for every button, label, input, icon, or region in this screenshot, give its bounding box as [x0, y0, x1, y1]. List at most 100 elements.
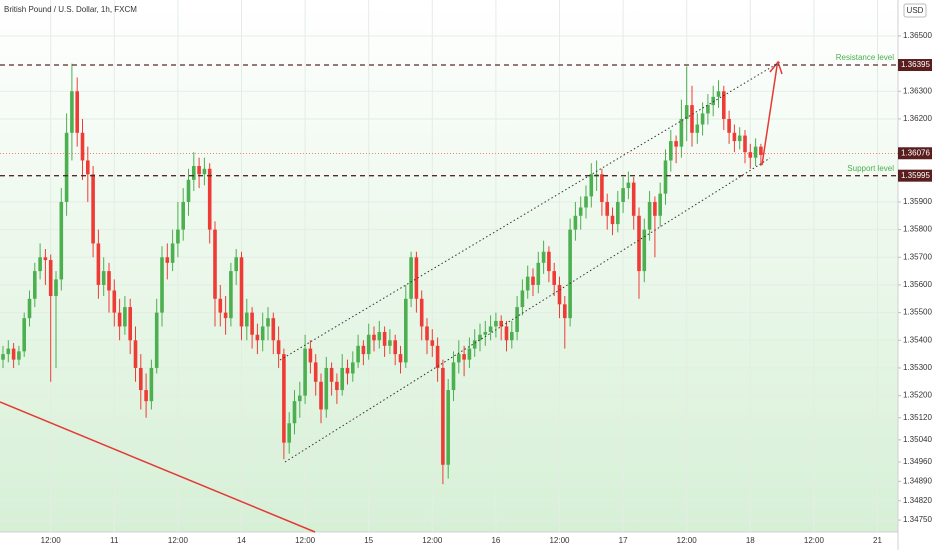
candle-body — [160, 257, 164, 313]
candle-body — [101, 271, 106, 285]
x-tick-label: 14 — [237, 536, 246, 545]
candle-body — [684, 105, 689, 119]
candle-body — [319, 381, 323, 410]
candle-body — [70, 91, 74, 133]
candle-body — [250, 312, 254, 335]
candle-body — [239, 257, 244, 327]
candle-body — [292, 401, 297, 424]
candle-body — [520, 290, 525, 308]
currency-label: USD — [907, 6, 924, 15]
candle-body — [366, 334, 371, 355]
candle-body — [276, 340, 281, 355]
candle-body — [563, 304, 567, 319]
candle-body — [11, 348, 16, 360]
candle-body — [154, 312, 159, 368]
candle-body — [467, 348, 472, 360]
candle-body — [435, 345, 440, 368]
candle-body — [86, 160, 90, 175]
candle-body — [663, 160, 668, 194]
x-tick-label: 12:00 — [422, 536, 443, 545]
level-label: Support level — [847, 164, 894, 173]
candle-body — [626, 182, 631, 189]
y-tick-label: 1.34820 — [903, 496, 932, 505]
candle-body — [722, 91, 726, 119]
last-price-label: 1.36076 — [901, 148, 930, 157]
candle-body — [504, 326, 509, 341]
level-price-box — [898, 59, 932, 72]
candle-body — [494, 320, 498, 327]
candle-body — [80, 132, 85, 161]
y-tick-label: 1.36500 — [903, 31, 932, 40]
candle-body — [255, 334, 260, 341]
candle-body — [377, 331, 382, 341]
currency-badge[interactable] — [903, 3, 927, 18]
y-tick-label: 1.35500 — [903, 308, 932, 317]
y-tick-label: 1.35300 — [903, 363, 932, 372]
candle-body — [382, 331, 387, 346]
candle-body — [223, 312, 228, 319]
candle-body — [647, 201, 652, 230]
candle-body — [128, 307, 132, 341]
x-tick-label: 12:00 — [677, 536, 698, 545]
candle-body — [552, 271, 556, 285]
y-tick-label: 1.35200 — [903, 391, 932, 400]
candle-body — [207, 168, 212, 230]
candle-body — [388, 340, 392, 346]
candle-body — [573, 215, 578, 230]
candle-body — [91, 174, 95, 244]
last-price-box — [898, 147, 932, 160]
candle-body — [631, 182, 636, 216]
y-tick-label: 1.35400 — [903, 335, 932, 344]
candle-body — [197, 165, 201, 175]
candle-body — [43, 257, 48, 261]
candle-body — [621, 188, 625, 202]
candle-body — [181, 201, 185, 230]
x-tick-label: 11 — [110, 536, 119, 545]
candle-body — [515, 307, 519, 332]
x-tick-label: 12:00 — [804, 536, 825, 545]
candle-body — [637, 215, 641, 272]
candle-body — [22, 318, 26, 352]
candle-body — [245, 312, 249, 327]
candle-body — [186, 179, 191, 202]
candle-body — [192, 165, 196, 180]
candle-body — [616, 201, 620, 225]
candle-body — [345, 367, 350, 374]
x-tick-label: 21 — [873, 536, 882, 545]
candle-body — [218, 298, 223, 313]
candle-body — [605, 201, 609, 216]
candle-body — [133, 340, 138, 368]
x-tick-label: 12:00 — [295, 536, 316, 545]
candle-body — [525, 276, 530, 291]
candle-body — [48, 260, 53, 297]
candle-body — [329, 367, 334, 382]
y-tick-label: 1.35800 — [903, 225, 932, 234]
candle-body — [568, 229, 572, 319]
candle-body — [117, 312, 122, 327]
candle-body — [1, 354, 5, 360]
candle-body — [642, 229, 647, 272]
x-tick-label: 12:00 — [549, 536, 570, 545]
candle-body — [759, 146, 763, 155]
y-tick-label: 1.35600 — [903, 280, 932, 289]
channel-lower — [284, 157, 771, 463]
candle-body — [361, 345, 366, 355]
candle-body — [457, 354, 461, 363]
level-price-box — [898, 169, 932, 182]
candle-body — [531, 276, 535, 285]
y-tick-label: 1.34960 — [903, 457, 932, 466]
candles — [1, 63, 763, 485]
levels: Resistance level 1.36395 Support level 1.35… — [0, 53, 932, 182]
candle-body — [123, 307, 127, 327]
candle-body — [451, 362, 456, 391]
price-axis-background — [898, 0, 932, 550]
candle-body — [610, 215, 615, 225]
candle-body — [144, 390, 148, 402]
projection-arrow — [761, 65, 778, 166]
candle-body — [59, 201, 64, 280]
candle-body — [589, 174, 594, 197]
x-tick-label: 12:00 — [168, 536, 189, 545]
candle-body — [340, 367, 344, 391]
candle-body — [96, 243, 101, 285]
x-tick-label: 16 — [491, 536, 500, 545]
